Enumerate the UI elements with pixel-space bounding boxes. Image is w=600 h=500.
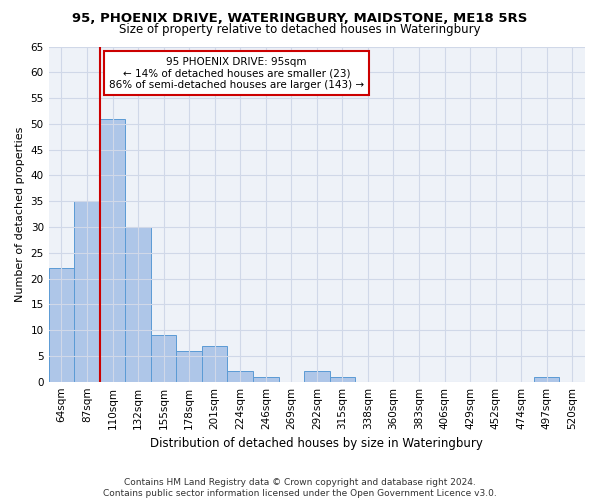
Text: 95, PHOENIX DRIVE, WATERINGBURY, MAIDSTONE, ME18 5RS: 95, PHOENIX DRIVE, WATERINGBURY, MAIDSTO… — [73, 12, 527, 26]
Y-axis label: Number of detached properties: Number of detached properties — [15, 126, 25, 302]
Bar — [49, 268, 74, 382]
Bar — [227, 372, 253, 382]
Text: Size of property relative to detached houses in Wateringbury: Size of property relative to detached ho… — [119, 22, 481, 36]
Text: 95 PHOENIX DRIVE: 95sqm
← 14% of detached houses are smaller (23)
86% of semi-de: 95 PHOENIX DRIVE: 95sqm ← 14% of detache… — [109, 56, 364, 90]
X-axis label: Distribution of detached houses by size in Wateringbury: Distribution of detached houses by size … — [151, 437, 483, 450]
Bar — [202, 346, 227, 382]
Bar — [253, 376, 278, 382]
Bar — [329, 376, 355, 382]
Bar — [176, 350, 202, 382]
Bar — [100, 118, 125, 382]
Bar — [304, 372, 329, 382]
Bar — [74, 201, 100, 382]
Text: Contains HM Land Registry data © Crown copyright and database right 2024.
Contai: Contains HM Land Registry data © Crown c… — [103, 478, 497, 498]
Bar — [125, 227, 151, 382]
Bar — [151, 336, 176, 382]
Bar — [534, 376, 559, 382]
